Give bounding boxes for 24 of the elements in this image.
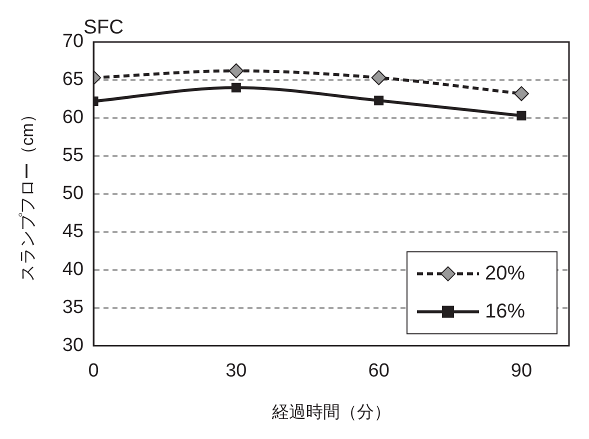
x-tick-label: 60 [368,360,390,382]
chart-title: SFC [84,16,124,39]
y-tick-label: 50 [62,183,84,204]
legend-label: 16% [485,300,526,322]
y-tick-label: 55 [62,145,84,166]
point [514,86,529,102]
x-tick-label: 30 [226,360,247,382]
legend-label: 20% [485,262,526,284]
y-axis-title: スランプフロー（cm） [18,106,37,282]
y-tick-label: 70 [62,31,84,52]
point [374,96,384,106]
y-tick-label: 35 [62,297,84,318]
point [231,82,241,92]
x-axis-title: 経過時間（分） [270,402,391,422]
point [516,110,526,120]
y-tick-label: 65 [62,69,84,90]
point [228,63,244,78]
x-tick-label: 0 [88,360,99,382]
y-tick-label: 45 [62,221,84,242]
point [371,70,386,86]
y-tick-label: 30 [62,335,84,356]
x-tick-label: 90 [510,360,532,382]
y-tick-label: 60 [62,107,84,128]
y-tick-label: 40 [62,259,84,280]
